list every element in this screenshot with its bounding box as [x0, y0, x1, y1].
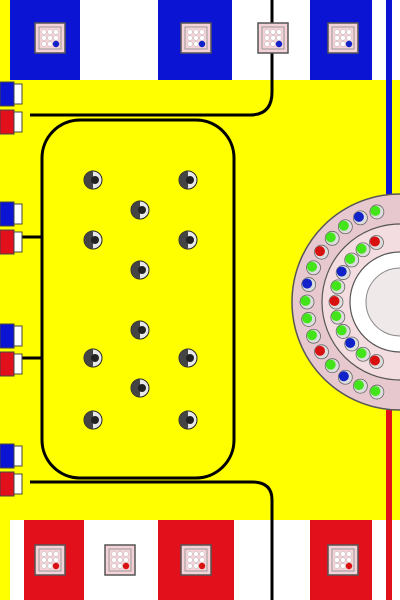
- blue-marker: [52, 40, 60, 48]
- hole: [178, 410, 198, 430]
- orb: [331, 280, 342, 291]
- hole: [83, 410, 103, 430]
- orb: [353, 211, 364, 222]
- hole: [130, 378, 150, 398]
- orb: [325, 359, 336, 370]
- orb: [369, 236, 380, 247]
- track-lines: [14, 0, 274, 600]
- connector: [0, 81, 23, 135]
- bottom-tiles: [34, 544, 359, 576]
- hole: [178, 170, 198, 190]
- blue-marker: [345, 40, 353, 48]
- blue-rail: [386, 0, 392, 300]
- ring-center: [365, 267, 400, 337]
- orb: [331, 311, 342, 322]
- orb: [307, 330, 318, 341]
- orb: [370, 386, 381, 397]
- top-tile: [34, 22, 66, 54]
- top-tile: [180, 22, 212, 54]
- orb: [353, 380, 364, 391]
- red-rail: [386, 410, 392, 600]
- red-marker: [198, 562, 206, 570]
- orb: [369, 355, 380, 366]
- blue-marker: [275, 40, 283, 48]
- orb: [336, 325, 347, 336]
- connector: [0, 323, 23, 377]
- top-tiles: [34, 22, 359, 54]
- bottom-tile: [104, 544, 136, 576]
- center-holes: [83, 170, 198, 430]
- red-marker: [345, 562, 353, 570]
- orb: [370, 205, 381, 216]
- orb: [314, 246, 325, 257]
- orb: [329, 296, 340, 306]
- hole: [83, 230, 103, 250]
- connector: [0, 201, 23, 255]
- orb: [356, 348, 367, 359]
- orb: [356, 243, 367, 254]
- orb: [302, 313, 313, 324]
- red-marker: [52, 562, 60, 570]
- hole: [130, 200, 150, 220]
- hole: [130, 320, 150, 340]
- orb-ring: [291, 193, 400, 411]
- bottom-tile: [327, 544, 359, 576]
- hole: [83, 348, 103, 368]
- orb: [338, 220, 349, 231]
- side-connectors: [0, 81, 23, 497]
- orb: [336, 266, 347, 277]
- orb: [307, 261, 318, 272]
- top-tile: [257, 22, 289, 54]
- bottom-tile: [34, 544, 66, 576]
- bottom-tile: [180, 544, 212, 576]
- hole: [83, 170, 103, 190]
- red-marker: [122, 562, 130, 570]
- orb: [345, 253, 356, 264]
- blue-marker: [198, 40, 206, 48]
- hole: [130, 260, 150, 280]
- orb: [302, 278, 313, 289]
- hole: [178, 348, 198, 368]
- orb: [338, 371, 349, 382]
- orb: [314, 345, 325, 356]
- hole: [178, 230, 198, 250]
- orb: [325, 232, 336, 243]
- connector: [0, 443, 23, 497]
- orb: [345, 338, 356, 349]
- orb: [300, 296, 311, 306]
- top-tile: [327, 22, 359, 54]
